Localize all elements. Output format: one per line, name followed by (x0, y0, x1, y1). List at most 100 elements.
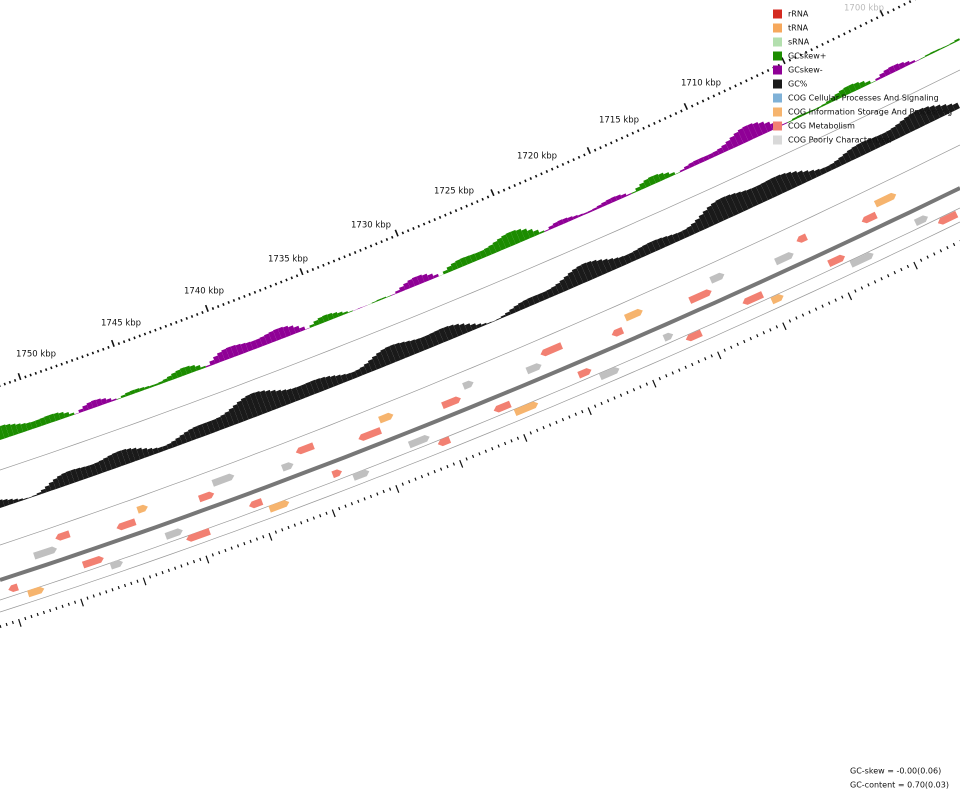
scale-tick (327, 261, 330, 265)
inner-tick (465, 457, 468, 461)
gc-content-bar (305, 381, 315, 396)
gene (913, 215, 928, 226)
gene (540, 342, 563, 357)
legend-label: COG Poorly Characterized (788, 136, 892, 145)
gc-content-bar (215, 416, 225, 431)
scale-tick (631, 131, 635, 135)
gc-skew-bar (521, 228, 531, 241)
inner-tick (111, 588, 114, 592)
scale-tick (875, 16, 879, 20)
gc-skew-bar (954, 38, 960, 43)
inner-tick (274, 530, 277, 534)
gc-content-bar (228, 407, 240, 425)
scale-tick (444, 213, 447, 217)
gc-skew-bar (166, 375, 174, 382)
gc-content-bar (580, 262, 593, 282)
scale-tick (91, 351, 95, 355)
gc-content-bar (70, 468, 80, 483)
gc-skew-bar (567, 216, 574, 222)
inner-tick (255, 537, 259, 541)
gc-skew-bar (592, 207, 598, 212)
gc-content-bar (470, 323, 478, 331)
inner-tick (594, 404, 597, 408)
gc-content-bar (890, 126, 901, 140)
scale-label: 1710 kbp (681, 79, 721, 89)
gc-skew-bar (332, 311, 339, 319)
gc-content-bar (17, 498, 24, 502)
gc-skew-bar (848, 83, 857, 93)
scale-tick (196, 313, 199, 316)
gc-content-bar (162, 445, 169, 451)
gene (462, 380, 474, 390)
scale-tick (610, 141, 613, 145)
gc-skew-bar (116, 397, 122, 400)
gc-skew-bar (464, 255, 473, 265)
gc-skew-bar (605, 198, 613, 205)
scale-label: 1700 kbp (844, 4, 884, 14)
scale-tick (17, 372, 22, 381)
gc-content-bar (75, 467, 84, 481)
scale-tick (859, 24, 863, 28)
gene (81, 556, 104, 569)
gc-content-bar (389, 344, 401, 362)
gc-skew-bar (111, 398, 117, 402)
scale-tick (185, 316, 188, 320)
scale-tick (540, 172, 543, 176)
gc-skew-bar (496, 237, 507, 251)
inner-tick (510, 439, 513, 443)
gc-skew-bar (883, 68, 891, 77)
track-line (0, 207, 960, 601)
gene (493, 400, 512, 413)
inner-tick (769, 328, 772, 332)
gc-skew-bar (293, 325, 301, 334)
gene (861, 211, 878, 224)
inner-tick (452, 462, 455, 466)
gc-skew-bar (733, 131, 744, 146)
gc-skew-bar (488, 244, 497, 255)
gc-skew-bar (277, 326, 287, 339)
gc-content-stat: GC-content = 0.70(0.03) (850, 781, 949, 790)
scale-tick (534, 174, 538, 178)
scale-tick (237, 296, 241, 300)
scale-tick (332, 259, 336, 263)
gc-content-bar (632, 249, 642, 260)
gc-skew-bar (326, 312, 334, 321)
inner-tick (478, 452, 481, 456)
inner-tick (574, 412, 577, 416)
inner-tick (439, 467, 443, 471)
gc-skew-bar (834, 92, 842, 100)
gene (352, 469, 370, 481)
gc-content-bar (481, 322, 487, 327)
scale-tick (572, 158, 575, 162)
scale-tick (712, 94, 716, 98)
inner-tick (516, 436, 520, 440)
gc-skew-bar (399, 285, 406, 292)
gc-skew-bar (195, 364, 202, 371)
gc-content-bar (602, 258, 613, 273)
legend: rRNA tRNA sRNA GCskew+ GCskew- GC% COG Cellula… (773, 9, 952, 145)
inner-tick (626, 390, 629, 395)
scale-tick (739, 81, 743, 85)
gene (873, 192, 897, 208)
gc-skew-bar (216, 351, 225, 363)
scale-tick (593, 148, 597, 152)
gc-content-bar (424, 334, 435, 349)
gc-content-bar (464, 323, 473, 333)
gc-skew-bar (683, 165, 691, 171)
gc-skew-bar (39, 417, 47, 426)
gc-skew-bar (433, 273, 439, 279)
gc-skew-bar (864, 80, 872, 86)
legend-swatch (773, 51, 782, 61)
scale-tick (433, 218, 436, 222)
gc-content-bar (475, 323, 483, 329)
gc-skew-bar (30, 420, 38, 430)
gc-content-bar (44, 485, 52, 493)
gc-skew-bar (725, 139, 734, 151)
gc-content-bar (842, 152, 852, 164)
scale-tick (29, 373, 32, 377)
scale-tick (243, 294, 246, 298)
gc-content-bar (324, 375, 334, 389)
inner-tick (312, 516, 315, 520)
inner-tick (11, 620, 14, 625)
legend-swatch (773, 23, 782, 33)
